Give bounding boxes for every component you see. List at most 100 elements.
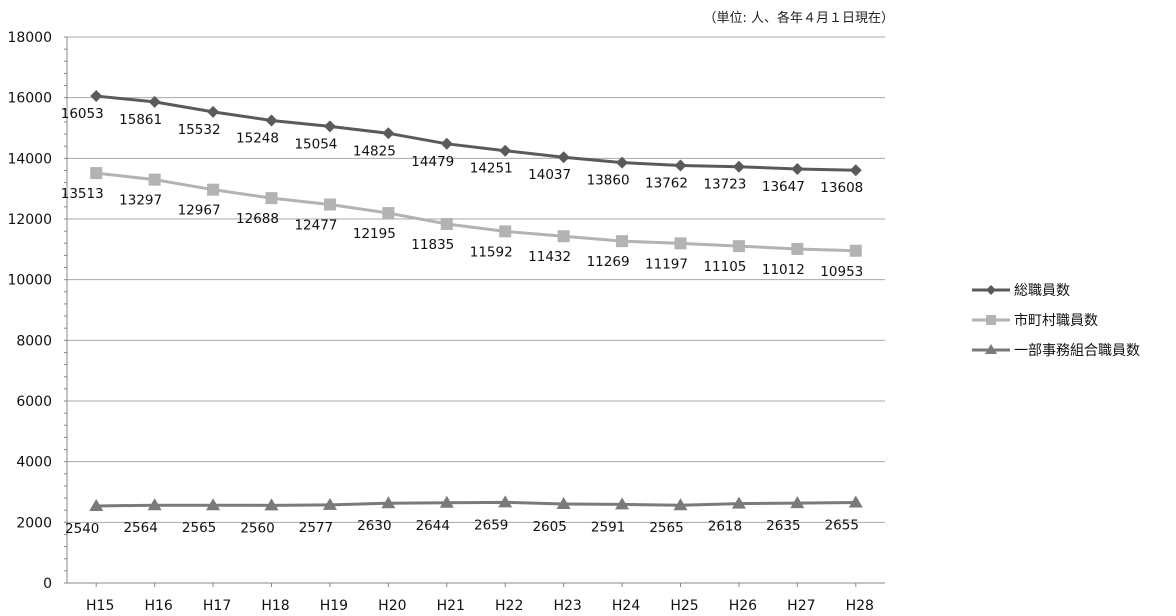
data-point xyxy=(616,235,629,248)
data-point xyxy=(207,105,220,118)
data-label: 13513 xyxy=(61,186,104,202)
series-line-3 xyxy=(96,500,856,508)
x-tick-label: H18 xyxy=(261,598,289,614)
data-label: 11592 xyxy=(470,244,513,260)
data-point xyxy=(323,120,336,133)
data-point xyxy=(90,167,103,180)
x-tick-label: H15 xyxy=(86,598,114,614)
data-point xyxy=(616,156,629,169)
data-point xyxy=(264,498,279,511)
legend-label: 一部事務組合職員数 xyxy=(1014,343,1140,359)
data-label: 2560 xyxy=(240,520,274,536)
data-point xyxy=(207,183,220,196)
y-tick-label: 0 xyxy=(43,576,52,592)
x-tick-label: H19 xyxy=(320,598,348,614)
data-point xyxy=(265,114,278,127)
x-tick-label: H25 xyxy=(670,598,698,614)
data-point xyxy=(89,498,104,511)
data-label: 13647 xyxy=(762,179,805,195)
data-point xyxy=(556,496,571,509)
data-point xyxy=(791,242,804,255)
data-label: 16053 xyxy=(61,106,104,122)
data-label: 14251 xyxy=(470,161,513,177)
data-point xyxy=(615,497,630,510)
data-point xyxy=(790,496,805,509)
legend-item: 総職員数 xyxy=(972,280,1140,300)
data-point xyxy=(849,164,862,177)
data-point xyxy=(90,90,103,103)
data-label: 15248 xyxy=(236,130,279,146)
legend-swatch xyxy=(972,285,1010,295)
data-point xyxy=(557,230,570,243)
data-label: 11197 xyxy=(645,256,688,272)
data-point xyxy=(148,173,161,186)
data-label: 2605 xyxy=(532,519,566,535)
data-label: 15532 xyxy=(178,122,221,138)
x-tick-label: H16 xyxy=(144,598,172,614)
data-label: 12967 xyxy=(178,203,221,219)
data-point xyxy=(673,498,688,511)
data-point xyxy=(732,240,745,253)
y-tick-label: 6000 xyxy=(16,394,52,410)
data-point xyxy=(499,225,512,238)
data-point xyxy=(381,496,396,509)
y-tick-label: 4000 xyxy=(16,455,52,471)
data-label: 13608 xyxy=(820,180,863,196)
data-label: 14479 xyxy=(411,154,454,170)
data-label: 15054 xyxy=(294,136,337,152)
y-tick-label: 18000 xyxy=(7,30,52,46)
data-label: 2630 xyxy=(357,518,391,534)
x-tick-label: H24 xyxy=(612,598,640,614)
data-point xyxy=(849,244,862,257)
data-point xyxy=(382,127,395,140)
data-label: 2618 xyxy=(708,519,742,535)
unit-note: （単位: 人、各年４月１日現在） xyxy=(703,11,894,26)
data-label: 13297 xyxy=(119,193,162,209)
legend-item: 一部事務組合職員数 xyxy=(972,340,1140,360)
data-label: 2565 xyxy=(182,520,216,536)
y-tick-label: 14000 xyxy=(7,151,52,167)
x-tick-label: H27 xyxy=(787,598,815,614)
data-label: 2635 xyxy=(766,518,800,534)
data-point xyxy=(440,137,453,150)
data-label: 2565 xyxy=(649,520,683,536)
data-label: 11012 xyxy=(762,262,805,278)
data-point xyxy=(674,159,687,172)
data-label: 15861 xyxy=(119,112,162,128)
data-point xyxy=(848,495,863,508)
series-line-2 xyxy=(96,171,856,253)
legend-label: 総職員数 xyxy=(1014,283,1070,299)
data-label: 11835 xyxy=(411,237,454,253)
y-tick-label: 2000 xyxy=(16,515,52,531)
data-label: 2577 xyxy=(299,520,333,536)
data-point xyxy=(499,144,512,157)
data-label: 11269 xyxy=(587,254,630,270)
legend-swatch xyxy=(972,315,1010,325)
data-point xyxy=(440,218,453,231)
legend-label: 市町村職員数 xyxy=(1014,313,1098,329)
y-tick-label: 8000 xyxy=(16,333,52,349)
x-tick-label: H28 xyxy=(846,598,874,614)
data-label: 10953 xyxy=(820,264,863,280)
data-label: 13723 xyxy=(703,177,746,193)
legend-swatch xyxy=(972,344,1010,354)
data-label: 14825 xyxy=(353,143,396,159)
x-tick-label: H26 xyxy=(729,598,757,614)
data-point xyxy=(439,495,454,508)
series-line-1 xyxy=(96,94,856,172)
data-label: 2564 xyxy=(123,520,157,536)
data-label: 2540 xyxy=(65,521,99,537)
data-label: 11105 xyxy=(703,259,746,275)
data-label: 2659 xyxy=(474,517,508,533)
data-label: 12688 xyxy=(236,211,279,227)
data-point xyxy=(206,498,221,511)
data-label: 12195 xyxy=(353,226,396,242)
data-point xyxy=(557,151,570,164)
line-chart: 0 2000 4000 6000 8000 10000 12000 14000 16000 180… xyxy=(7,30,885,614)
data-label: 14037 xyxy=(528,167,571,183)
data-point xyxy=(148,95,161,108)
x-tick-label: H20 xyxy=(378,598,406,614)
x-tick-label: H21 xyxy=(437,598,465,614)
chart-legend: 総職員数市町村職員数一部事務組合職員数 xyxy=(972,280,1140,370)
data-label: 13762 xyxy=(645,176,688,192)
